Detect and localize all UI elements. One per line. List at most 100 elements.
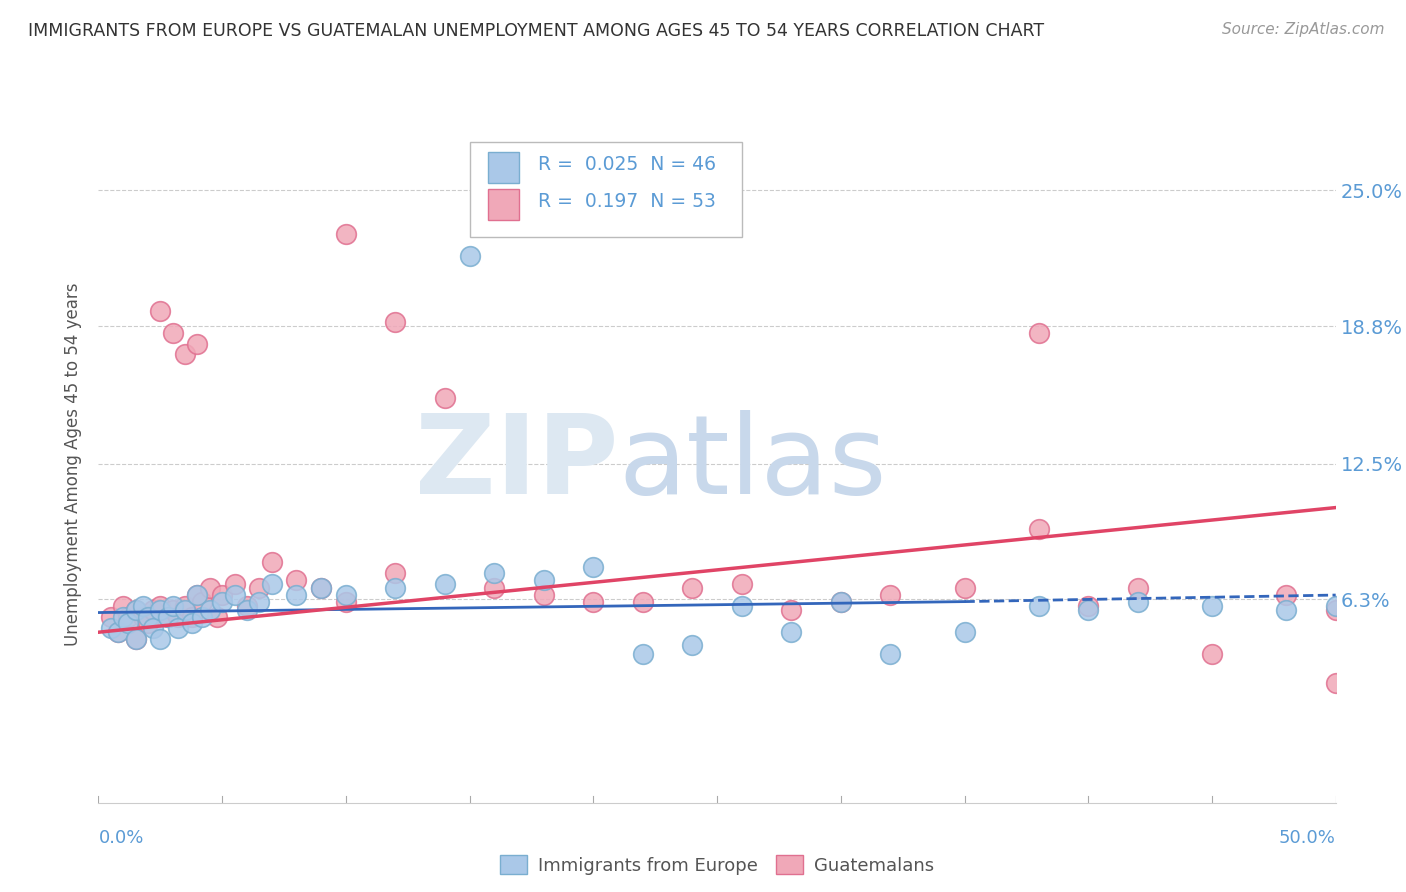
- Point: [186, 336, 208, 351]
- Point: [198, 582, 221, 596]
- Point: [162, 326, 184, 340]
- Point: [260, 577, 283, 591]
- Point: [484, 566, 506, 581]
- Point: [830, 594, 852, 608]
- Point: [533, 573, 555, 587]
- Point: [149, 303, 172, 318]
- Point: [780, 603, 803, 617]
- FancyBboxPatch shape: [470, 142, 742, 236]
- Point: [181, 610, 204, 624]
- Point: [335, 594, 357, 608]
- Point: [384, 315, 406, 329]
- Point: [156, 610, 179, 624]
- Text: 50.0%: 50.0%: [1279, 829, 1336, 847]
- Point: [1077, 603, 1099, 617]
- Point: [1275, 603, 1298, 617]
- Point: [1028, 326, 1050, 340]
- FancyBboxPatch shape: [488, 152, 519, 183]
- Point: [142, 621, 165, 635]
- FancyBboxPatch shape: [488, 189, 519, 219]
- Point: [830, 594, 852, 608]
- Point: [136, 610, 159, 624]
- Y-axis label: Unemployment Among Ages 45 to 54 years: Unemployment Among Ages 45 to 54 years: [65, 282, 83, 646]
- Text: IMMIGRANTS FROM EUROPE VS GUATEMALAN UNEMPLOYMENT AMONG AGES 45 TO 54 YEARS CORR: IMMIGRANTS FROM EUROPE VS GUATEMALAN UNE…: [28, 22, 1045, 40]
- Point: [149, 603, 172, 617]
- Point: [533, 588, 555, 602]
- Point: [142, 603, 165, 617]
- Point: [191, 594, 214, 608]
- Point: [681, 582, 703, 596]
- Point: [1201, 599, 1223, 613]
- Point: [162, 599, 184, 613]
- Point: [174, 603, 197, 617]
- Point: [681, 638, 703, 652]
- Point: [247, 582, 270, 596]
- Point: [731, 577, 754, 591]
- Point: [433, 391, 456, 405]
- Point: [117, 616, 139, 631]
- Point: [1028, 599, 1050, 613]
- Point: [384, 566, 406, 581]
- Point: [335, 227, 357, 242]
- Point: [174, 347, 197, 361]
- Point: [124, 632, 146, 646]
- Point: [631, 594, 654, 608]
- Point: [100, 621, 122, 635]
- Point: [879, 647, 901, 661]
- Point: [149, 599, 172, 613]
- Point: [211, 588, 233, 602]
- Point: [582, 559, 605, 574]
- Point: [166, 610, 188, 624]
- Point: [309, 582, 332, 596]
- Point: [260, 555, 283, 569]
- Point: [124, 603, 146, 617]
- Point: [247, 594, 270, 608]
- Point: [631, 647, 654, 661]
- Point: [205, 610, 228, 624]
- Point: [124, 632, 146, 646]
- Point: [1077, 599, 1099, 613]
- Point: [1126, 582, 1149, 596]
- Point: [100, 610, 122, 624]
- Point: [582, 594, 605, 608]
- Point: [117, 610, 139, 624]
- Point: [107, 625, 129, 640]
- Point: [309, 582, 332, 596]
- Point: [1126, 594, 1149, 608]
- Point: [132, 599, 155, 613]
- Point: [224, 577, 246, 591]
- Point: [186, 588, 208, 602]
- Point: [1324, 603, 1347, 617]
- Text: atlas: atlas: [619, 410, 887, 517]
- Point: [132, 610, 155, 624]
- Point: [198, 603, 221, 617]
- Point: [181, 616, 204, 631]
- Point: [335, 588, 357, 602]
- Point: [1324, 675, 1347, 690]
- Point: [879, 588, 901, 602]
- Point: [731, 599, 754, 613]
- Point: [112, 610, 135, 624]
- Text: R =  0.025  N = 46: R = 0.025 N = 46: [537, 154, 716, 174]
- Point: [285, 573, 308, 587]
- Point: [186, 588, 208, 602]
- Point: [174, 599, 197, 613]
- Text: R =  0.197  N = 53: R = 0.197 N = 53: [537, 192, 716, 211]
- Point: [166, 621, 188, 635]
- Point: [1201, 647, 1223, 661]
- Point: [780, 625, 803, 640]
- Point: [156, 610, 179, 624]
- Point: [953, 582, 976, 596]
- Point: [224, 588, 246, 602]
- Point: [136, 616, 159, 631]
- Legend: Immigrants from Europe, Guatemalans: Immigrants from Europe, Guatemalans: [494, 847, 941, 882]
- Point: [107, 625, 129, 640]
- Point: [124, 603, 146, 617]
- Point: [953, 625, 976, 640]
- Point: [1324, 599, 1347, 613]
- Point: [236, 599, 259, 613]
- Point: [433, 577, 456, 591]
- Point: [1275, 588, 1298, 602]
- Point: [1028, 523, 1050, 537]
- Point: [458, 249, 481, 263]
